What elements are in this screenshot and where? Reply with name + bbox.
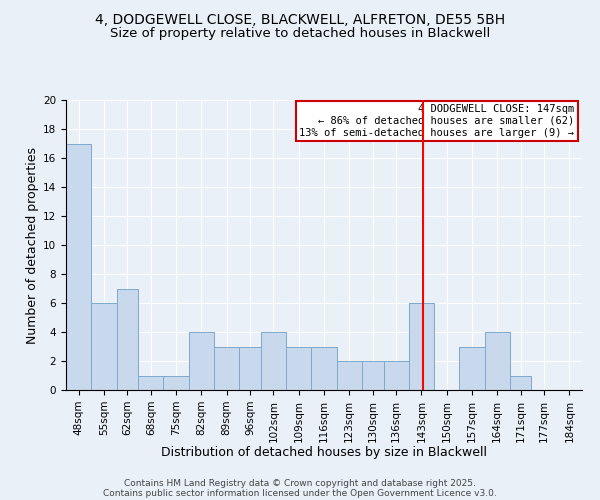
Bar	[337, 361, 362, 390]
Bar	[116, 288, 138, 390]
Text: Contains public sector information licensed under the Open Government Licence v3: Contains public sector information licen…	[103, 488, 497, 498]
Bar	[239, 346, 261, 390]
Y-axis label: Number of detached properties: Number of detached properties	[26, 146, 39, 344]
Bar	[91, 303, 116, 390]
Bar	[66, 144, 91, 390]
Text: 4 DODGEWELL CLOSE: 147sqm
← 86% of detached houses are smaller (62)
13% of semi-: 4 DODGEWELL CLOSE: 147sqm ← 86% of detac…	[299, 104, 574, 138]
Bar	[485, 332, 510, 390]
Text: Contains HM Land Registry data © Crown copyright and database right 2025.: Contains HM Land Registry data © Crown c…	[124, 478, 476, 488]
Bar	[510, 376, 532, 390]
Text: Size of property relative to detached houses in Blackwell: Size of property relative to detached ho…	[110, 28, 490, 40]
Bar	[188, 332, 214, 390]
Bar	[138, 376, 163, 390]
Bar	[163, 376, 188, 390]
Bar	[460, 346, 485, 390]
Bar	[383, 361, 409, 390]
X-axis label: Distribution of detached houses by size in Blackwell: Distribution of detached houses by size …	[161, 446, 487, 459]
Bar	[286, 346, 311, 390]
Text: 4, DODGEWELL CLOSE, BLACKWELL, ALFRETON, DE55 5BH: 4, DODGEWELL CLOSE, BLACKWELL, ALFRETON,…	[95, 12, 505, 26]
Bar	[261, 332, 286, 390]
Bar	[409, 303, 434, 390]
Bar	[311, 346, 337, 390]
Bar	[362, 361, 383, 390]
Bar	[214, 346, 239, 390]
